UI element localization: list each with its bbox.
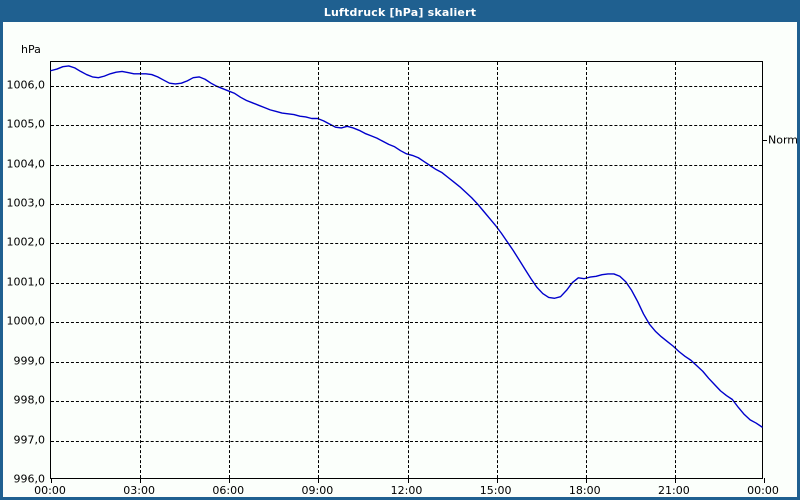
y-tick-label: 996,0 (13, 472, 46, 486)
y-gridline (51, 361, 762, 363)
y-tick-label: 1000,0 (6, 314, 46, 328)
x-tick-label: 03:0008.08.14 (115, 484, 164, 497)
y-gridline (51, 282, 762, 284)
x-tick-mark (674, 478, 676, 483)
x-tick-label: 00:0008.08.14 (26, 484, 75, 497)
y-gridline (51, 243, 762, 245)
y-axis-unit-label: hPa (21, 43, 41, 56)
x-tick-mark (496, 478, 498, 483)
window-title: Luftdruck [hPa] skaliert (323, 6, 477, 19)
y-gridline (51, 164, 762, 166)
y-tick-label: 1001,0 (6, 275, 46, 289)
x-tick-time: 15:00 (479, 484, 512, 497)
y-gridline (51, 401, 762, 403)
normal-axis-label: Normal (768, 133, 799, 147)
x-tick-time: 12:00 (390, 484, 423, 497)
x-tick-time: 18:00 (568, 484, 601, 497)
y-tick-label: 1006,0 (6, 78, 46, 92)
x-tick-time: 21:00 (658, 484, 690, 497)
y-tick-label: 1003,0 (6, 196, 46, 210)
x-tick-mark (585, 478, 587, 483)
x-tick-mark (140, 478, 142, 483)
x-tick-label: 09:0008.08.14 (293, 484, 342, 497)
x-gridline (585, 62, 587, 478)
x-tick-mark (318, 478, 320, 483)
y-gridline (51, 322, 762, 324)
y-gridline (51, 203, 762, 205)
y-tick-label: 998,0 (13, 393, 46, 407)
x-gridline (318, 62, 320, 478)
y-tick-label: 1004,0 (6, 157, 46, 171)
x-gridline (229, 62, 231, 478)
y-tick-label: 1005,0 (6, 117, 46, 131)
x-tick-label: 12:0008.08.14 (382, 484, 431, 497)
x-tick-time: 00:00 (747, 484, 779, 497)
right-axis: Normal (763, 22, 797, 497)
y-gridline (51, 85, 762, 87)
y-tick-label: 997,0 (13, 433, 46, 447)
x-tick-label: 18:0008.08.14 (560, 484, 609, 497)
x-tick-mark (229, 478, 231, 483)
x-tick-time: 09:00 (301, 484, 334, 497)
y-tick-label: 1002,0 (6, 235, 46, 249)
y-gridline (51, 440, 762, 442)
normal-tick-mark (763, 139, 767, 141)
window-title-bar: Luftdruck [hPa] skaliert (3, 3, 797, 22)
x-tick-mark (764, 478, 765, 483)
series-line-luftdruck (50, 65, 763, 428)
x-gridline (140, 62, 142, 478)
x-tick-time: 03:00 (123, 484, 155, 497)
y-gridline (51, 125, 762, 127)
x-gridline (674, 62, 676, 478)
y-tick-label: 999,0 (13, 354, 46, 368)
x-tick-time: 00:00 (34, 484, 66, 497)
x-tick-label: 21:0008.08.14 (649, 484, 698, 497)
x-axis-tick-labels: 00:0008.08.1403:0008.08.1406:0008.08.140… (3, 484, 797, 497)
x-tick-mark (51, 478, 52, 483)
y-axis-tick-labels: 1006,0 1005,0 1004,0 1003,0 1002,0 1001,0 1000… (3, 22, 46, 497)
x-tick-mark (407, 478, 409, 483)
x-tick-time: 06:00 (212, 484, 245, 497)
plot-area (50, 61, 765, 483)
chart-canvas: hPa 1006,0 1005,0 1004,0 1003,0 1002,0 1001,0… (3, 22, 797, 497)
x-tick-label: 15:0008.08.14 (471, 484, 520, 497)
x-gridline (407, 62, 409, 478)
x-gridline (496, 62, 498, 478)
x-tick-label: 06:0008.08.14 (204, 484, 253, 497)
